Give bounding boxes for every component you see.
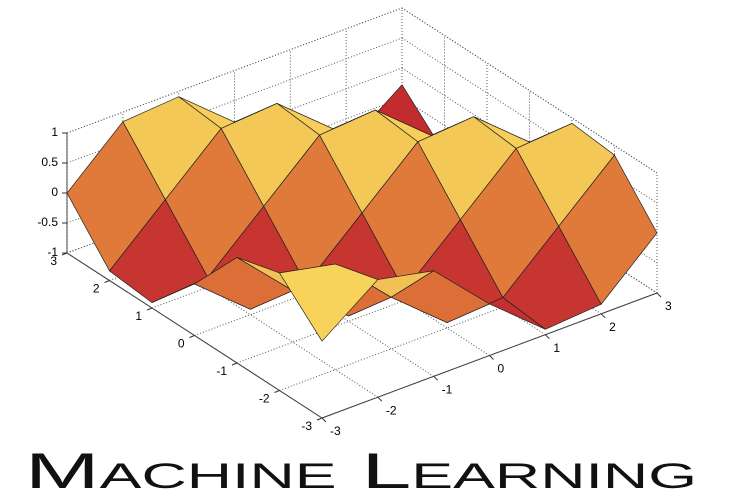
tick-mark (316, 417, 323, 421)
tick-mark (433, 375, 439, 381)
x-tick-label: 0 (498, 362, 505, 376)
y-tick-label: -2 (259, 392, 270, 406)
y-tick-label: -1 (216, 364, 227, 378)
tick-mark (544, 334, 550, 340)
tick-mark (146, 307, 153, 311)
tick-mark (104, 280, 110, 283)
x-tick-label: -3 (330, 424, 341, 438)
tick-mark (656, 292, 662, 298)
tick-mark (321, 417, 327, 423)
x-tick-label: 2 (609, 320, 616, 334)
x-tick-label: 3 (665, 299, 672, 313)
z-tick-label: 1 (51, 125, 58, 139)
tick-mark (377, 396, 383, 402)
grid-line (66, 37, 403, 164)
y-tick-label: 0 (178, 337, 185, 351)
chart-title: Machine Learning (25, 443, 697, 499)
x-tick-label: -2 (386, 403, 397, 417)
y-tick-label: 3 (50, 254, 57, 268)
y-tick-label: 1 (135, 309, 142, 323)
grid-line (66, 97, 403, 224)
tick-mark (600, 313, 606, 319)
y-tick-label: 2 (93, 282, 100, 296)
tick-mark (489, 355, 494, 360)
z-tick-label: 0 (51, 185, 58, 199)
grid-line (66, 67, 403, 194)
x-tick-label: 1 (553, 341, 560, 355)
surface-patch (278, 263, 379, 342)
tick-mark (231, 362, 238, 366)
z-tick-label: -0.5 (37, 215, 58, 229)
x-tick-label: -1 (442, 383, 453, 397)
grid-line (321, 292, 658, 419)
z-tick-label: -1 (47, 245, 58, 259)
tick-mark (189, 335, 195, 338)
z-tick-label: 0.5 (41, 155, 58, 169)
tick-mark (274, 390, 280, 393)
y-tick-label: -3 (301, 419, 312, 433)
grid-line (66, 7, 403, 134)
